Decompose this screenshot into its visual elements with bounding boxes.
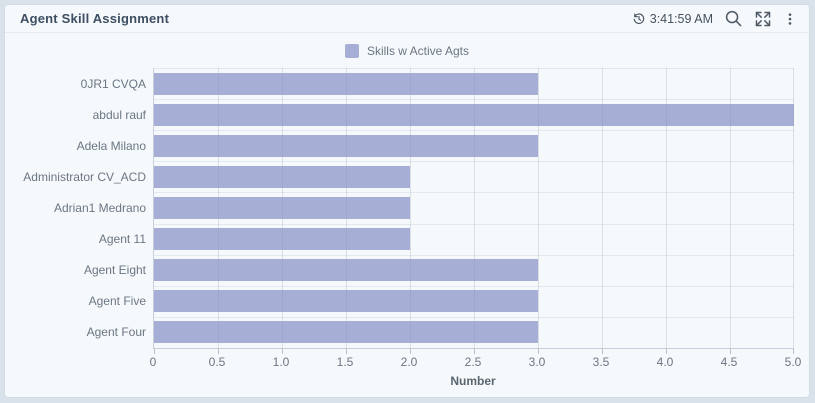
x-axis-tick xyxy=(154,349,155,354)
x-axis-labels: 0 0.5 1.0 1.5 2.0 2.5 3.0 3.5 4.0 4.5 5.0 xyxy=(149,355,802,369)
x-tick-label: 2.5 xyxy=(464,355,482,369)
bar-row xyxy=(154,161,794,192)
header-controls: 3:41:59 AM xyxy=(632,9,797,28)
x-axis-tick xyxy=(730,349,731,354)
bar-row xyxy=(154,99,794,130)
x-tick-label: 3.5 xyxy=(592,355,610,369)
bar[interactable] xyxy=(154,134,538,157)
bar-row xyxy=(154,130,794,161)
bar[interactable] xyxy=(154,103,794,126)
h-gridline xyxy=(154,68,794,69)
bar-row xyxy=(154,68,794,99)
v-gridline xyxy=(410,68,411,348)
bar[interactable] xyxy=(154,290,538,313)
bar[interactable] xyxy=(154,196,410,219)
x-tick-label: 5.0 xyxy=(784,355,802,369)
legend-swatch xyxy=(344,44,359,58)
x-tick-label: 0 xyxy=(149,355,157,369)
v-gridline xyxy=(538,68,539,348)
bar[interactable] xyxy=(154,228,410,251)
x-tick-label: 1.5 xyxy=(336,355,354,369)
y-axis-label: Agent Four xyxy=(86,325,146,340)
v-gridline xyxy=(474,68,475,348)
y-axis-label: Adrian1 Medrano xyxy=(53,200,146,215)
y-axis-labels: 0JR1 CVQA abdul rauf Adela Milano Administr… xyxy=(5,68,146,348)
h-gridline xyxy=(154,285,794,287)
h-gridline xyxy=(154,161,794,163)
bar[interactable] xyxy=(154,321,538,344)
y-axis-label: Agent Eight xyxy=(83,263,146,278)
v-gridline xyxy=(282,68,283,348)
x-axis-tick xyxy=(602,349,603,354)
h-gridline xyxy=(154,254,794,256)
h-gridline xyxy=(154,192,794,194)
x-tick-label: 4.5 xyxy=(720,355,738,369)
bar-row xyxy=(154,192,794,223)
x-axis-tick xyxy=(538,349,539,354)
bar-row xyxy=(154,317,794,348)
y-axis-label: Agent Five xyxy=(88,294,146,309)
y-axis-label: Administrator CV_ACD xyxy=(23,169,146,184)
x-axis-tick xyxy=(793,349,794,354)
bar-row xyxy=(154,224,794,255)
x-tick-label: 2.0 xyxy=(400,355,418,369)
x-tick-label: 3.0 xyxy=(528,355,546,369)
legend-item[interactable]: Skills w Active Agts xyxy=(5,43,809,59)
h-gridline xyxy=(154,99,794,101)
x-axis-tick xyxy=(346,349,347,354)
widget-title: Agent Skill Assignment xyxy=(20,11,170,26)
h-gridline xyxy=(154,223,794,225)
widget-header: Agent Skill Assignment 3:41:59 AM xyxy=(5,5,809,33)
expand-icon[interactable] xyxy=(754,10,772,28)
x-tick-label: 1.0 xyxy=(272,355,290,369)
plot-area xyxy=(153,68,794,354)
kebab-menu-icon[interactable] xyxy=(783,11,797,27)
x-axis-tick xyxy=(474,349,475,354)
v-gridline xyxy=(666,68,667,348)
search-icon[interactable] xyxy=(724,9,743,28)
x-axis-title: Number xyxy=(450,374,496,388)
y-axis-label: Adela Milano xyxy=(76,138,146,153)
bar-row xyxy=(154,286,794,317)
v-gridline xyxy=(602,68,603,348)
bar-row xyxy=(154,255,794,286)
refresh-time-text: 3:41:59 AM xyxy=(649,11,713,26)
v-gridline xyxy=(793,68,794,348)
x-axis-tick xyxy=(410,349,411,354)
y-axis-label: abdul rauf xyxy=(92,107,146,122)
x-tick-label: 4.0 xyxy=(656,355,674,369)
y-axis-label: Agent 11 xyxy=(98,232,146,247)
v-gridline xyxy=(730,68,731,348)
x-axis-tick xyxy=(666,349,667,354)
bar[interactable] xyxy=(154,72,538,95)
x-tick-label: 0.5 xyxy=(208,355,226,369)
v-gridline xyxy=(218,68,219,348)
bar[interactable] xyxy=(154,259,538,282)
legend-label: Skills w Active Agts xyxy=(366,44,470,58)
v-gridline xyxy=(346,68,347,348)
x-axis-tick xyxy=(218,349,219,354)
y-axis-label: 0JR1 CVQA xyxy=(80,76,146,91)
bar[interactable] xyxy=(154,165,410,188)
refresh-time: 3:41:59 AM xyxy=(632,12,713,26)
h-gridline xyxy=(154,130,794,132)
chart-widget-card: Agent Skill Assignment 3:41:59 AM xyxy=(4,4,810,398)
h-gridline xyxy=(154,316,794,318)
x-axis-tick xyxy=(282,349,283,354)
clock-history-icon xyxy=(632,12,646,26)
